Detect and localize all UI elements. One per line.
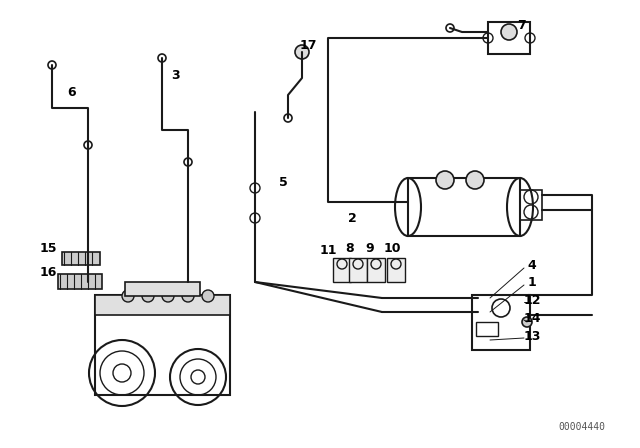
Circle shape — [295, 45, 309, 59]
Circle shape — [501, 24, 517, 40]
Text: 3: 3 — [171, 69, 179, 82]
Bar — [472, 295, 530, 350]
Text: 4: 4 — [527, 258, 536, 271]
Text: 1: 1 — [527, 276, 536, 289]
Circle shape — [202, 290, 214, 302]
Bar — [58, 274, 102, 289]
Text: 10: 10 — [383, 241, 401, 254]
Text: 12: 12 — [524, 293, 541, 306]
Circle shape — [162, 290, 174, 302]
Bar — [387, 258, 405, 282]
Text: 6: 6 — [68, 86, 76, 99]
Circle shape — [182, 290, 194, 302]
Circle shape — [436, 171, 454, 189]
Bar — [367, 258, 385, 282]
Bar — [408, 178, 520, 236]
Text: 9: 9 — [365, 241, 374, 254]
Text: 15: 15 — [39, 241, 57, 254]
Text: 5: 5 — [278, 176, 287, 189]
Bar — [520, 190, 542, 220]
Bar — [333, 258, 351, 282]
Text: 14: 14 — [524, 311, 541, 324]
Bar — [62, 252, 100, 265]
Bar — [349, 258, 367, 282]
Bar — [125, 282, 200, 296]
Text: 11: 11 — [319, 244, 337, 257]
Bar — [95, 295, 230, 395]
Circle shape — [522, 317, 532, 327]
Text: 00004440: 00004440 — [559, 422, 605, 432]
Text: 16: 16 — [39, 266, 57, 279]
Bar — [488, 22, 530, 54]
Bar — [476, 322, 498, 336]
Text: 2: 2 — [348, 211, 356, 224]
Bar — [95, 295, 230, 315]
Text: 13: 13 — [524, 329, 541, 343]
Circle shape — [122, 290, 134, 302]
Text: 17: 17 — [300, 39, 317, 52]
Circle shape — [466, 171, 484, 189]
Text: 7: 7 — [518, 18, 526, 31]
Circle shape — [142, 290, 154, 302]
Text: 8: 8 — [346, 241, 355, 254]
